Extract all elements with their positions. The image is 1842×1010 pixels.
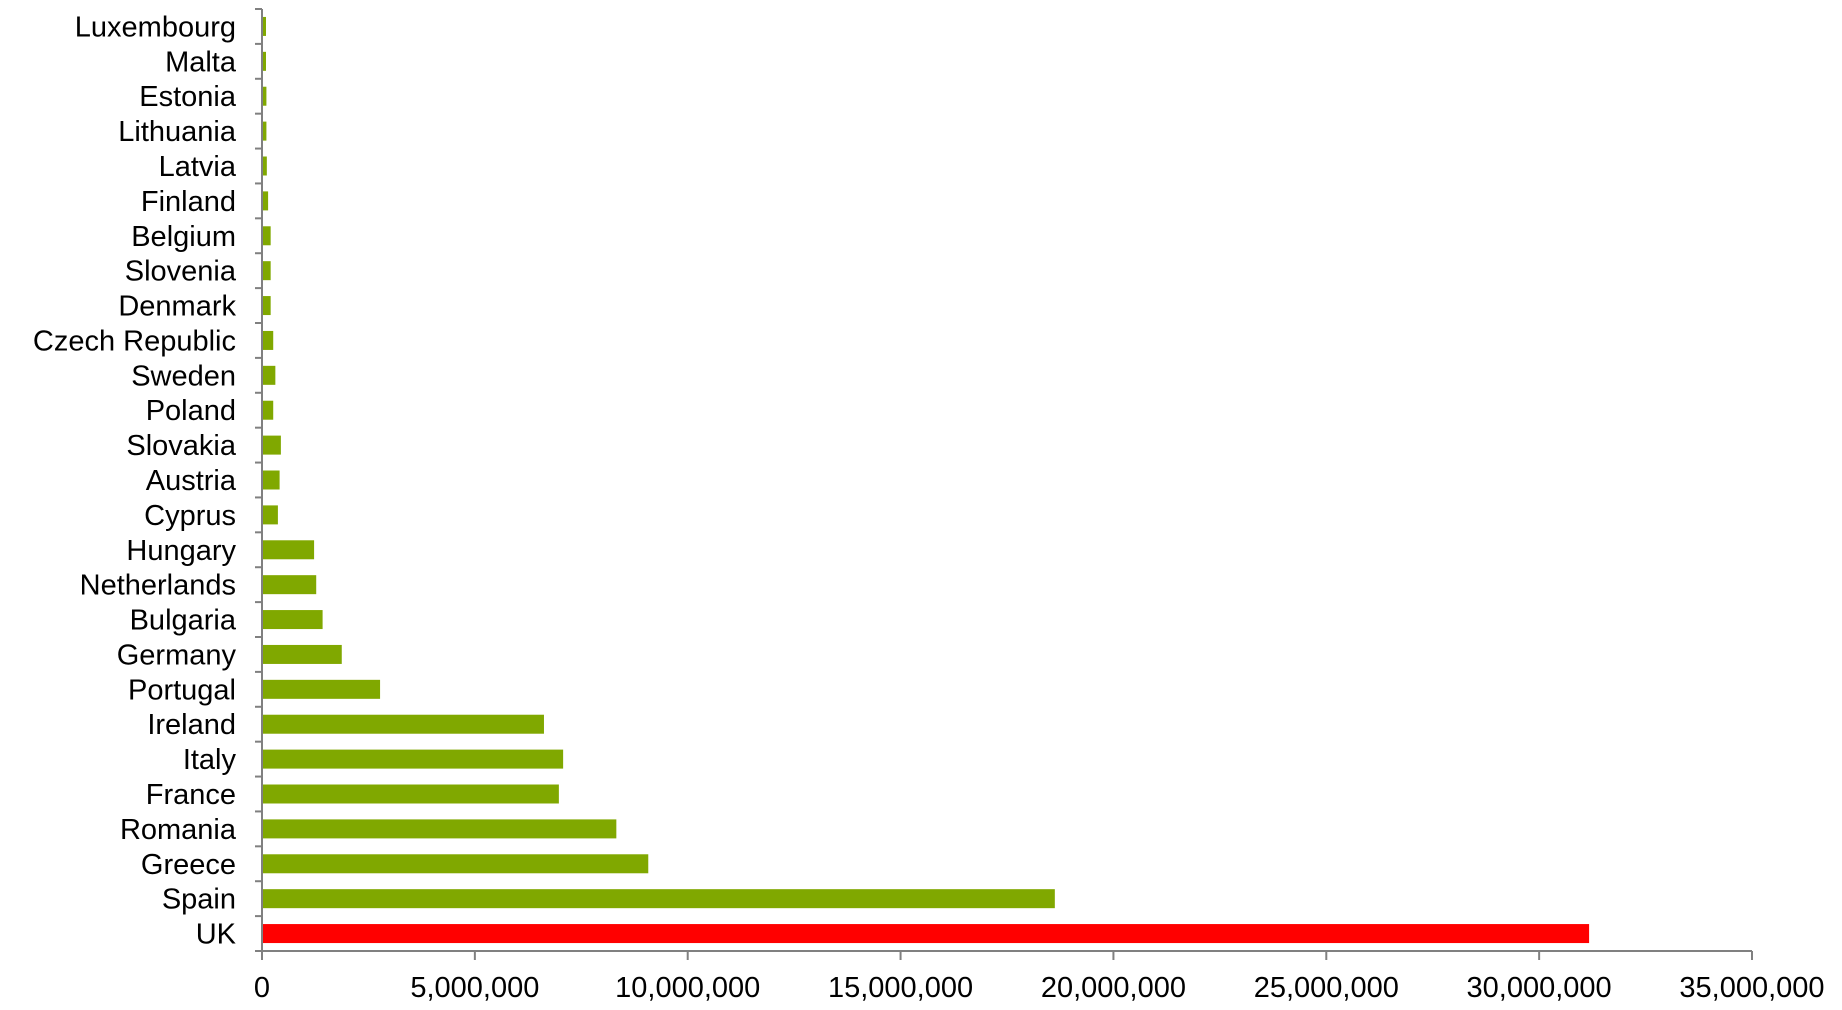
category-label-sweden: Sweden xyxy=(131,360,236,392)
category-labels-group: LuxembourgMaltaEstoniaLithuaniaLatviaFin… xyxy=(33,11,237,950)
bar-lithuania xyxy=(263,121,267,141)
bar-luxembourg xyxy=(263,16,266,36)
bar-slovakia xyxy=(263,435,281,455)
x-tick-label-20-000-000: 20,000,000 xyxy=(1041,972,1186,1004)
category-label-uk: UK xyxy=(196,919,237,951)
bar-france xyxy=(263,784,559,804)
x-tick-label-30-000-000: 30,000,000 xyxy=(1467,972,1612,1004)
category-label-ireland: Ireland xyxy=(147,709,236,741)
bar-romania xyxy=(263,819,617,839)
category-label-denmark: Denmark xyxy=(118,291,236,323)
x-tick-label-5-000-000: 5,000,000 xyxy=(410,972,539,1004)
bar-sweden xyxy=(263,365,276,385)
bar-finland xyxy=(263,191,269,211)
x-tick-label-35-000-000: 35,000,000 xyxy=(1679,972,1824,1004)
bar-austria xyxy=(263,470,280,490)
category-label-slovenia: Slovenia xyxy=(125,256,237,288)
bar-denmark xyxy=(263,296,271,316)
bar-belgium xyxy=(263,226,271,246)
axes-group xyxy=(255,8,1753,960)
category-label-belgium: Belgium xyxy=(131,221,236,253)
bar-bulgaria xyxy=(263,610,323,630)
category-label-czech-republic: Czech Republic xyxy=(33,325,236,357)
category-label-cyprus: Cyprus xyxy=(144,500,236,532)
category-label-italy: Italy xyxy=(183,744,237,776)
category-label-latvia: Latvia xyxy=(159,151,237,183)
category-label-romania: Romania xyxy=(120,814,237,846)
category-label-austria: Austria xyxy=(146,465,237,497)
x-tick-labels-group: 0 5,000,000 10,000,000 15,000,000 20,000,000… xyxy=(254,972,1825,1004)
category-label-spain: Spain xyxy=(162,884,236,916)
category-label-netherlands: Netherlands xyxy=(80,570,236,602)
bar-latvia xyxy=(263,156,267,176)
x-tick-label-0: 0 xyxy=(254,972,270,1004)
category-label-bulgaria: Bulgaria xyxy=(130,605,237,637)
bar-netherlands xyxy=(263,575,317,595)
category-label-luxembourg: Luxembourg xyxy=(75,11,236,43)
category-label-portugal: Portugal xyxy=(128,674,236,706)
bar-malta xyxy=(263,51,266,71)
x-tick-label-15-000-000: 15,000,000 xyxy=(828,972,973,1004)
bar-czech-republic xyxy=(263,330,274,350)
bars-group xyxy=(263,16,1590,944)
bar-hungary xyxy=(263,540,315,560)
bar-portugal xyxy=(263,679,381,699)
bar-greece xyxy=(263,854,649,874)
bar-ireland xyxy=(263,714,544,734)
category-label-malta: Malta xyxy=(165,46,237,78)
bar-estonia xyxy=(263,86,267,106)
category-label-france: France xyxy=(146,779,236,811)
category-label-lithuania: Lithuania xyxy=(118,116,237,148)
category-label-estonia: Estonia xyxy=(139,81,237,113)
bar-germany xyxy=(263,644,342,664)
category-label-greece: Greece xyxy=(141,849,236,881)
x-tick-label-10-000-000: 10,000,000 xyxy=(615,972,760,1004)
category-label-finland: Finland xyxy=(141,186,236,218)
x-tick-label-25-000-000: 25,000,000 xyxy=(1254,972,1399,1004)
bar-cyprus xyxy=(263,505,278,525)
bar-uk xyxy=(263,924,1590,944)
category-label-hungary: Hungary xyxy=(126,535,236,567)
category-label-poland: Poland xyxy=(146,395,236,427)
category-label-germany: Germany xyxy=(117,639,237,671)
bar-slovenia xyxy=(263,261,271,281)
bar-spain xyxy=(263,889,1055,909)
bar-italy xyxy=(263,749,564,769)
bar-poland xyxy=(263,400,274,420)
category-label-slovakia: Slovakia xyxy=(126,430,236,462)
